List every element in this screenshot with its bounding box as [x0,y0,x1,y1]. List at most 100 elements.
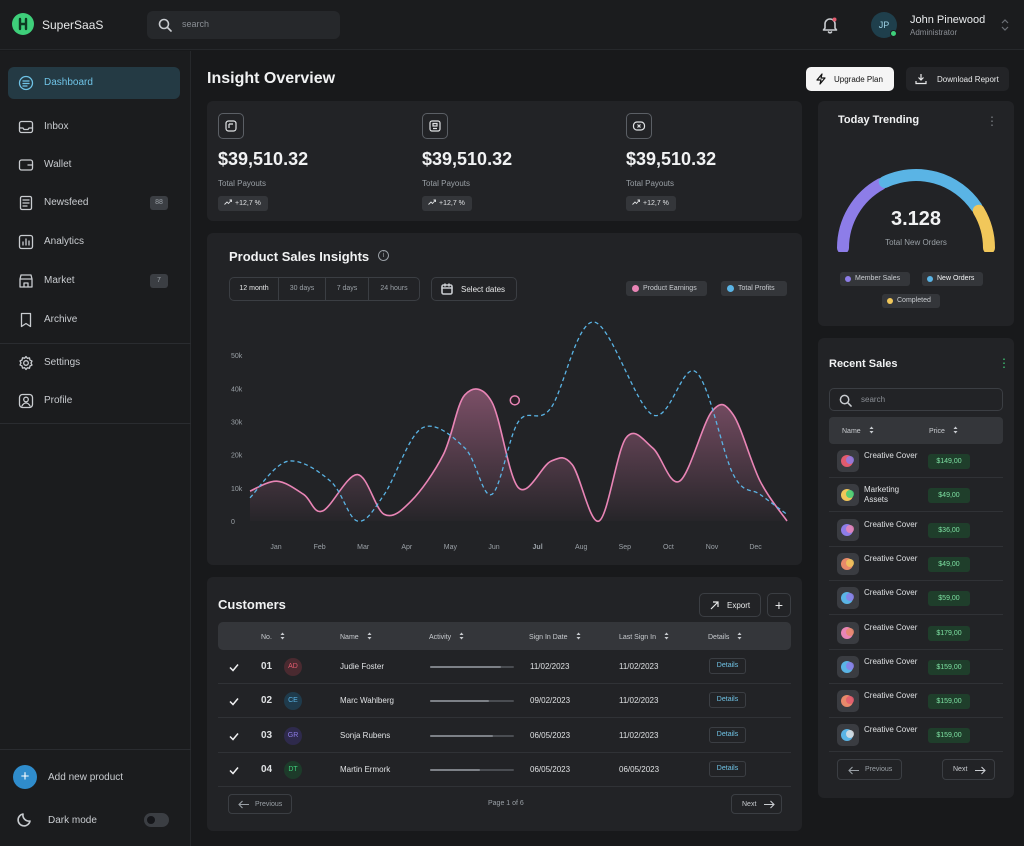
table-row[interactable]: 04 DT Martin Ermork 06/05/2023 06/05/2023 Det… [218,753,791,787]
details-button[interactable]: Details [709,760,746,777]
customers-previous-button[interactable]: Previous [228,794,292,814]
customer-name[interactable]: Judie Foster [340,662,385,671]
sales-search-input[interactable]: search [861,395,886,404]
select-dates-button[interactable]: Select dates [431,277,517,301]
add-customer-button[interactable]: + [767,593,791,617]
chevron-updown-icon[interactable] [1000,18,1010,35]
product-name: Creative Cover [864,656,918,666]
sort-icon[interactable] [869,426,874,436]
details-button[interactable]: Details [709,692,746,709]
avatar[interactable]: JP [871,12,897,38]
details-button[interactable]: Details [709,726,746,743]
column-header-last-sign-in[interactable]: Last Sign In [619,632,669,642]
list-item[interactable]: Creative Cover $159,00 [829,718,1003,753]
list-item[interactable]: Creative Cover $49,00 [829,547,1003,581]
search-box[interactable] [147,11,340,39]
sidebar-item-archive[interactable]: Archive [8,304,180,336]
sort-icon[interactable] [737,632,742,642]
gauge-value: 3.128 [890,208,942,230]
customers-title: Customers [218,597,286,612]
more-vertical-icon[interactable]: ⋮ [998,356,1010,370]
list-item[interactable]: Creative Cover $159,00 [829,650,1003,684]
sort-icon[interactable] [953,426,958,436]
legend-dot [632,285,639,292]
list-item[interactable]: Creative Cover $59,00 [829,581,1003,616]
sidebar-item-newsfeed[interactable]: Newsfeed 88 [8,187,180,219]
x-tick-label: Sep [619,544,632,551]
sidebar-item-inbox[interactable]: Inbox [8,111,180,143]
sort-icon[interactable] [459,632,464,642]
sidebar-item-market[interactable]: Market 7 [8,265,180,297]
details-button[interactable]: Details [709,658,746,674]
peak-marker[interactable] [509,395,521,406]
more-vertical-icon[interactable]: ⋮ [986,114,998,128]
sidebar-item-settings[interactable]: Settings [8,347,180,379]
legend-total-profits[interactable]: Total Profits [721,281,787,296]
customer-name[interactable]: Sonja Rubens [340,730,391,740]
customers-next-button[interactable]: Next [731,794,782,814]
sort-icon[interactable] [280,632,285,642]
list-item[interactable]: Creative Cover $149,00 [829,444,1003,478]
range-7-days[interactable]: 7 days [326,278,369,300]
sales-next-button[interactable]: Next [942,759,995,780]
sign-in-date: 11/02/2023 [530,662,570,671]
sort-icon[interactable] [576,632,581,642]
range-12-month[interactable]: 12 month [230,278,279,300]
list-item[interactable]: Creative Cover $179,00 [829,616,1003,650]
download-report-button[interactable]: Download Report [906,67,1009,91]
notification-bell-icon[interactable] [822,16,838,37]
legend-product-earnings[interactable]: Product Earnings [626,281,707,296]
checkmark-icon[interactable] [229,661,239,675]
column-header-label: Price [929,427,945,435]
sidebar-item-wallet[interactable]: Wallet [8,149,180,181]
sort-icon[interactable] [664,632,669,642]
x-tick-label: Apr [401,544,413,551]
checkmark-icon[interactable] [229,764,239,778]
export-button[interactable]: Export [699,593,761,617]
customer-name[interactable]: Marc Wahlberg [340,696,394,706]
sidebar-item-dashboard[interactable]: Dashboard [8,67,180,99]
table-row[interactable]: 01 AD Judie Foster 11/02/2023 11/02/2023 Deta… [218,650,791,684]
product-thumbnail [837,518,859,541]
next-label: Next [953,766,968,773]
trending-legend-completed[interactable]: Completed [882,294,940,308]
list-item[interactable]: Creative Cover $159,00 [829,684,1003,719]
column-header-name[interactable]: Name [340,632,372,642]
checkmark-icon[interactable] [229,730,239,744]
column-header-sign-in-date[interactable]: Sign In Date [529,632,581,642]
checkmark-icon[interactable] [229,695,239,709]
sales-search-box[interactable] [829,388,1003,411]
toggle-knob [147,816,155,824]
table-row[interactable]: 02 CE Marc Wahlberg 09/02/2023 11/02/2023 Det… [218,684,791,719]
list-item[interactable]: Marketing Assets $49,00 [829,478,1003,513]
customer-avatar: AD [284,658,302,676]
column-header-details[interactable]: Details [708,632,742,642]
range-30-days[interactable]: 30 days [279,278,326,300]
sales-header-price[interactable]: Price [929,426,958,436]
column-header-label: Name [842,427,861,435]
sales-header-name[interactable]: Name [842,426,874,436]
trending-legend-new-orders[interactable]: New Orders [922,272,983,286]
user-name[interactable]: John Pinewood [910,14,986,26]
table-row[interactable]: 03 GR Sonja Rubens 06/05/2023 11/02/2023 Deta… [218,719,791,753]
search-input[interactable]: search [182,19,210,29]
add-product-button[interactable]: + [13,765,37,789]
sidebar-item-analytics[interactable]: Analytics [8,226,180,258]
add-product-label[interactable]: Add new product [48,772,124,783]
sidebar-divider [0,423,191,424]
info-icon[interactable]: i [378,250,389,261]
list-item[interactable]: Creative Cover $36,00 [829,513,1003,547]
sign-in-date: 06/05/2023 [530,764,571,774]
trending-legend-member-sales[interactable]: Member Sales [840,272,910,286]
legend-dot [845,276,851,282]
sales-previous-button[interactable]: Previous [837,759,902,780]
column-header-label: No. [261,633,272,641]
sidebar-item-profile[interactable]: Profile [8,385,180,417]
range-24-hours[interactable]: 24 hours [380,285,408,292]
customer-name[interactable]: Martin Ermork [340,764,391,774]
sort-icon[interactable] [367,632,372,642]
upgrade-plan-button[interactable]: Upgrade Plan [806,67,894,91]
column-header-no[interactable]: No. [261,632,285,642]
activity-bar-fill [430,734,493,737]
column-header-activity[interactable]: Activity [429,632,464,642]
